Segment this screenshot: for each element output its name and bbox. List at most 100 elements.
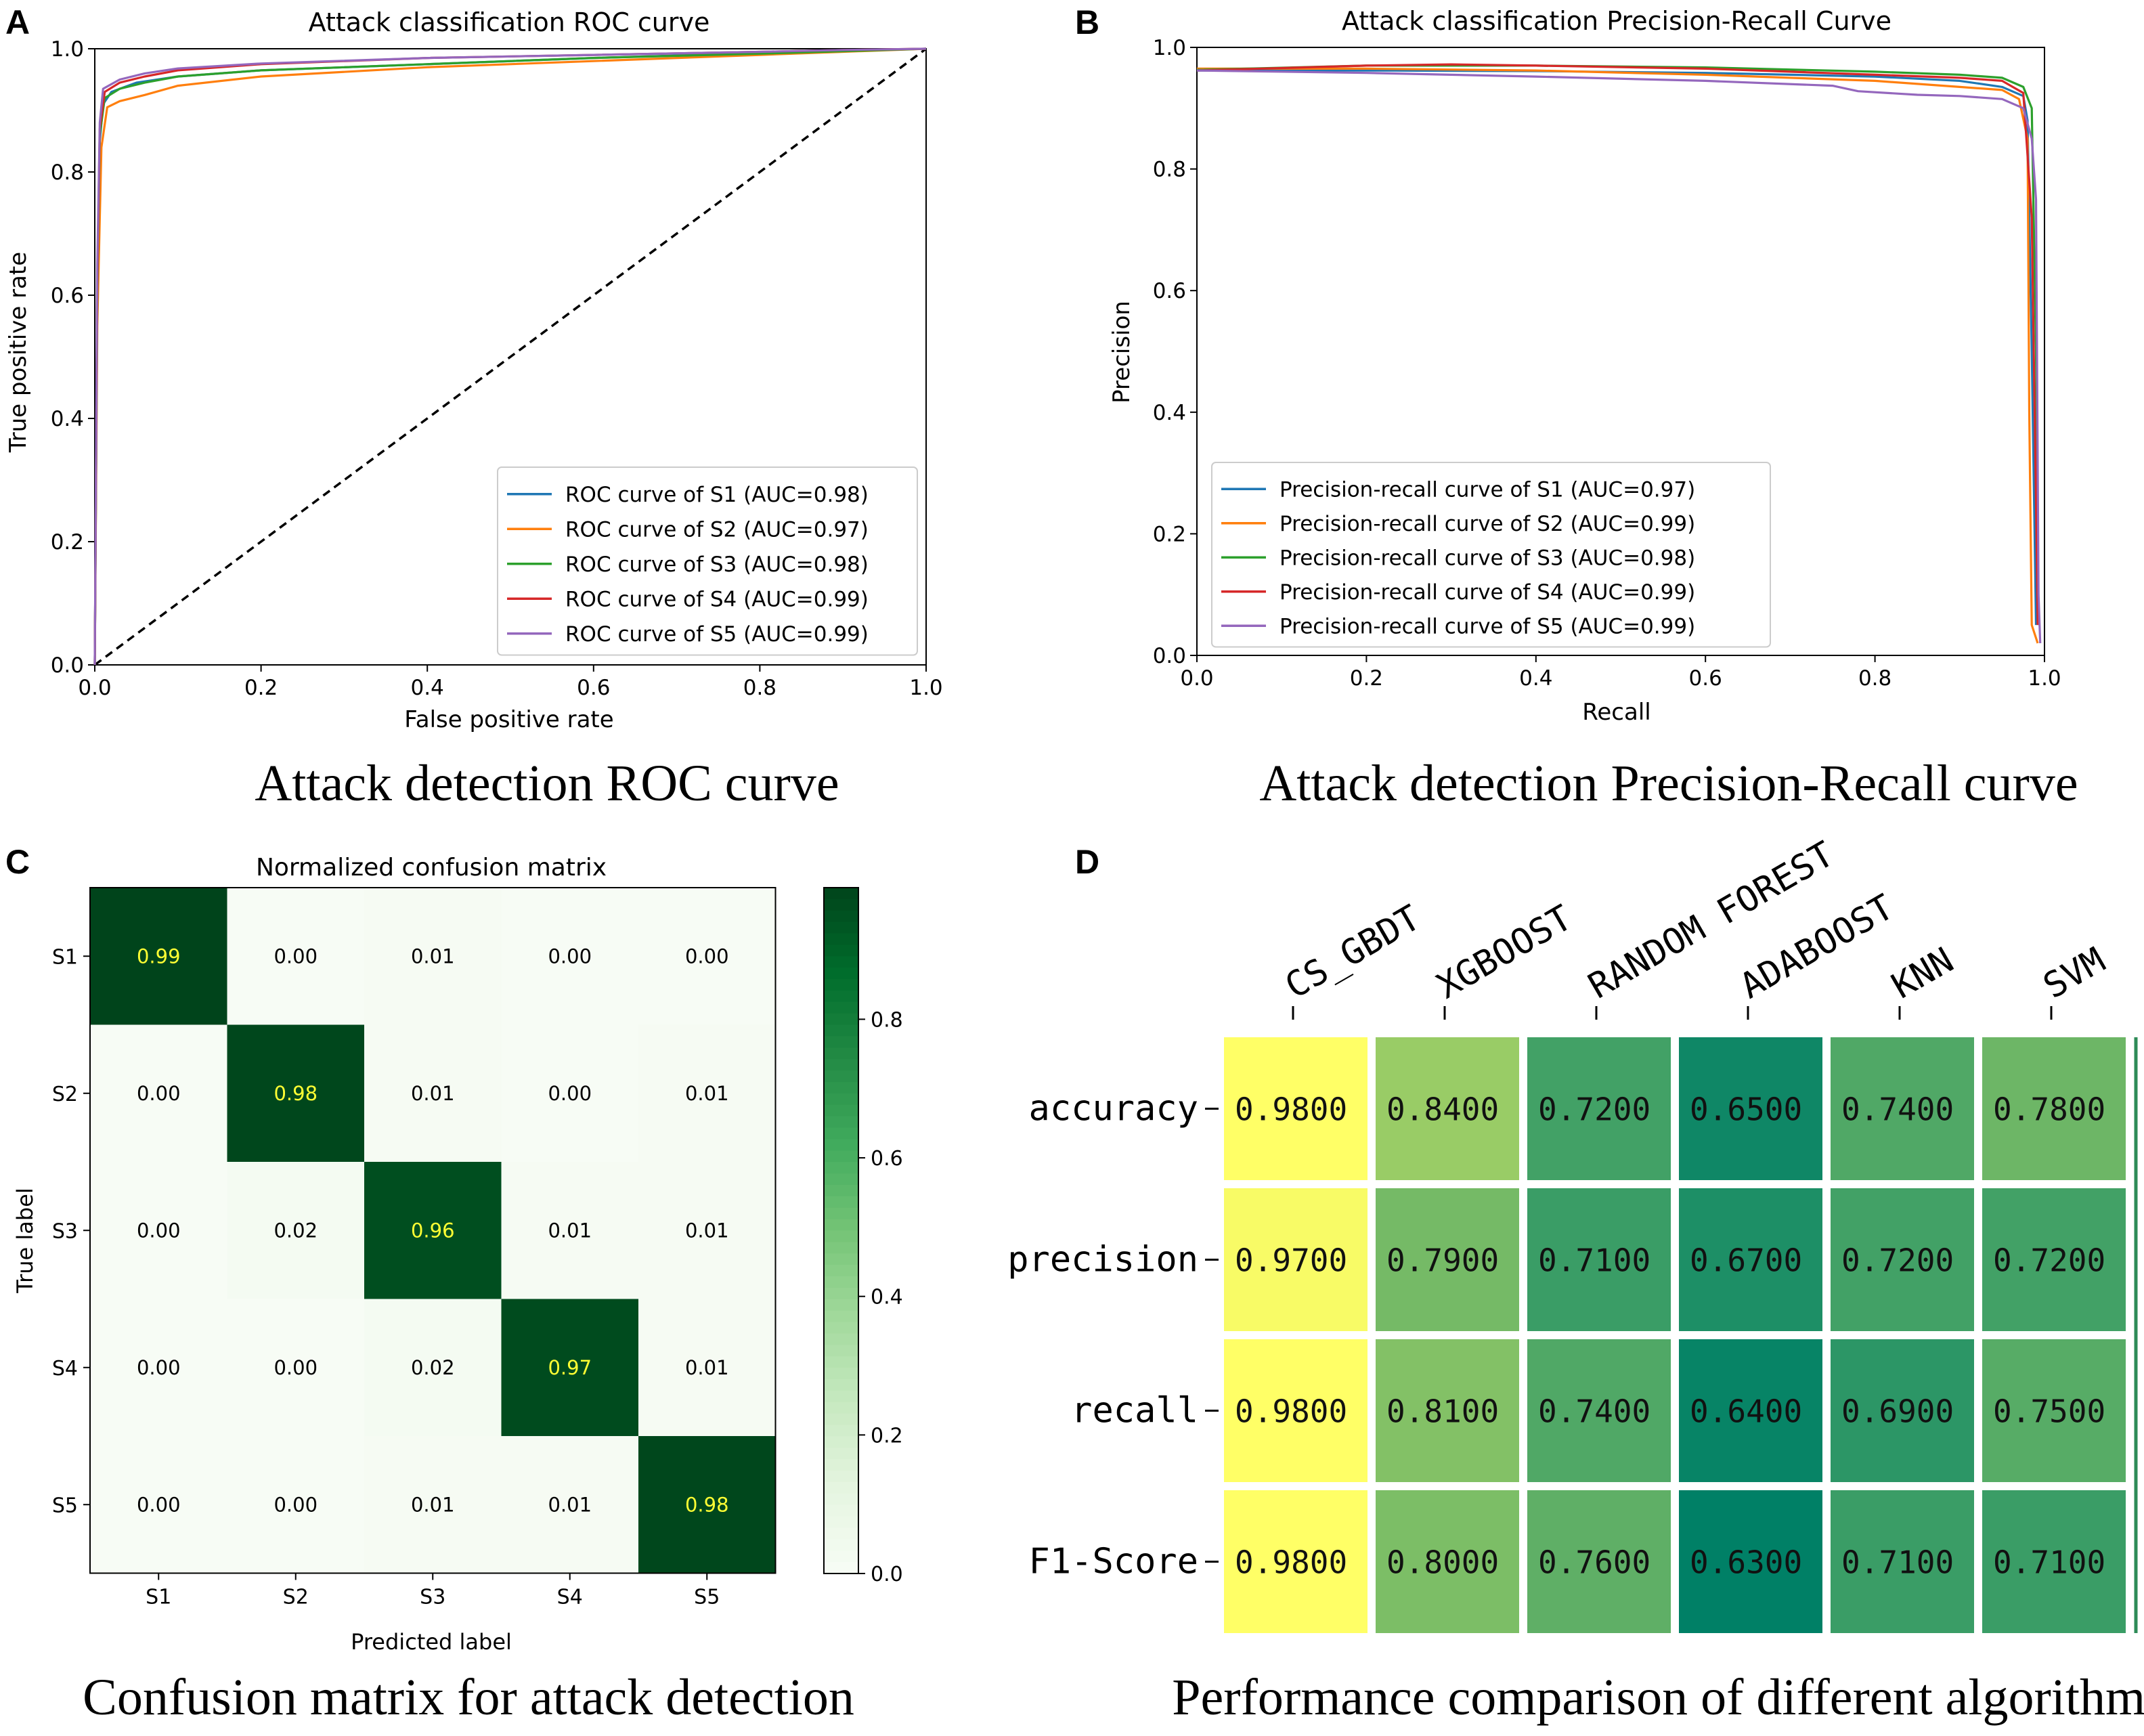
heatmap-cell-value: 0.7400 xyxy=(1538,1393,1650,1430)
cm-cell-value: 0.00 xyxy=(548,945,592,968)
pr-legend xyxy=(1211,462,1771,648)
heatmap-cell-value: 0.7200 xyxy=(1841,1242,1954,1279)
colorbar-segment xyxy=(824,1390,858,1403)
heatmap-cell xyxy=(1679,1490,1822,1633)
confusion-matrix: Normalized confusion matrix Predicted la… xyxy=(12,854,903,1655)
caption-a: Attack detection ROC curve xyxy=(255,755,839,812)
colorbar-segment xyxy=(824,1047,858,1060)
colorbar-segment xyxy=(824,1024,858,1037)
colorbar-segment xyxy=(824,1413,858,1426)
cm-x-tick-label: S4 xyxy=(557,1586,583,1609)
cm-y-tick-label: S1 xyxy=(52,945,78,969)
pr-series-s5 xyxy=(1196,69,2042,644)
colorbar-segment xyxy=(824,1001,858,1014)
colorbar-tick-label: 0.2 xyxy=(871,1424,903,1448)
cm-cell xyxy=(638,1436,776,1574)
cm-ylabel: True label xyxy=(12,1188,38,1294)
cm-cell xyxy=(227,888,364,1025)
panel-letter-a: A xyxy=(5,3,30,41)
heatmap-cell-value: 0.6300 xyxy=(1690,1544,1802,1581)
roc-series-s5 xyxy=(93,47,927,666)
colorbar-segment xyxy=(824,1356,858,1369)
heatmap-cell xyxy=(1982,1188,2126,1331)
cm-cell xyxy=(90,1024,227,1162)
cm-cell xyxy=(364,1162,502,1299)
heatmap-cell-value: 0.6700 xyxy=(1690,1242,1802,1279)
colorbar-segment xyxy=(824,956,858,969)
heatmap-col-label: SVM xyxy=(2037,940,2112,1007)
heatmap-cell-value: 0.8000 xyxy=(1386,1544,1499,1581)
colorbar-segment xyxy=(824,1173,858,1186)
heatmap-cell xyxy=(1982,1339,2126,1482)
heatmap-cell xyxy=(1831,1188,1974,1331)
heatmap-cell xyxy=(1224,1188,1368,1331)
cm-xlabel: Predicted label xyxy=(351,1629,512,1655)
roc-legend-label-s4: ROC curve of S4 (AUC=0.99) xyxy=(565,587,869,611)
heatmap-cell xyxy=(1376,1339,1519,1482)
cm-cell-value: 0.01 xyxy=(685,1082,729,1105)
pr-series-s2 xyxy=(1197,67,2039,644)
cm-cell xyxy=(638,1024,776,1162)
panel-letter-d: D xyxy=(1075,843,1099,881)
colorbar-tick-label: 0.4 xyxy=(871,1286,903,1309)
x-tick-label: 1.0 xyxy=(2028,666,2061,691)
colorbar-segment xyxy=(824,933,858,946)
x-tick-label: 0.0 xyxy=(78,676,111,700)
colorbar-segment xyxy=(824,1493,858,1506)
y-tick-label: 0.2 xyxy=(51,530,84,555)
heatmap-cell xyxy=(1224,1490,1368,1633)
cm-y-tick-label: S2 xyxy=(52,1083,78,1106)
cm-cell xyxy=(501,1024,638,1162)
y-tick-label: 1.0 xyxy=(51,37,84,62)
heatmap-cell-value: 0.8100 xyxy=(1386,1393,1499,1430)
cm-cell-value: 0.96 xyxy=(411,1219,455,1242)
performance-heatmap: 0.9800 0.8400 0.7200 0.6500 0.7400 0.7800 0.97… xyxy=(1007,834,2138,1633)
cm-x-tick-label: S1 xyxy=(146,1586,171,1609)
cm-cell xyxy=(638,1162,776,1299)
y-tick-label: 0.6 xyxy=(51,284,84,308)
caption-b: Attack detection Precision-Recall curve xyxy=(1259,755,2078,812)
cm-cell xyxy=(501,1436,638,1574)
heatmap-cell xyxy=(1831,1339,1974,1482)
roc-chance-diagonal xyxy=(93,47,927,666)
colorbar-segment xyxy=(824,1230,858,1243)
heatmap-cell xyxy=(1376,1188,1519,1331)
heatmap-cell xyxy=(1527,1188,1671,1331)
heatmap-cell-value: 0.9800 xyxy=(1235,1393,1347,1430)
heatmap-col-label: CS_GBDT xyxy=(1279,898,1428,1007)
cm-x-tick-label: S3 xyxy=(420,1586,445,1609)
y-tick-label: 0.4 xyxy=(1153,401,1186,425)
roc-ylabel: True positive rate xyxy=(5,252,32,453)
colorbar-segment xyxy=(824,1287,858,1300)
colorbar-segment xyxy=(824,898,858,911)
x-tick-label: 0.6 xyxy=(577,676,610,700)
pr-xlabel: Recall xyxy=(1582,699,1650,726)
colorbar-segment xyxy=(824,1527,858,1540)
colorbar-segment xyxy=(824,1059,858,1072)
colorbar-segment xyxy=(824,1139,858,1152)
cm-cell xyxy=(90,1436,227,1574)
roc-series-s2 xyxy=(93,47,927,666)
x-tick-label: 1.0 xyxy=(909,676,942,700)
pr-chart: Attack classification Precision-Recall C… xyxy=(1108,6,2061,726)
cm-cell xyxy=(227,1162,364,1299)
pr-legend-label-s3: Precision-recall curve of S3 (AUC=0.98) xyxy=(1279,546,1695,570)
heatmap-cell-value: 0.6900 xyxy=(1841,1393,1954,1430)
colorbar-segment xyxy=(824,1516,858,1529)
roc-xlabel: False positive rate xyxy=(404,706,613,733)
cm-y-tick-label: S3 xyxy=(52,1219,78,1243)
colorbar-segment xyxy=(824,1207,858,1220)
pr-legend-label-s5: Precision-recall curve of S5 (AUC=0.99) xyxy=(1279,614,1695,638)
colorbar-segment xyxy=(824,1425,858,1437)
cm-title: Normalized confusion matrix xyxy=(256,854,607,882)
heatmap-cell xyxy=(1831,1037,1974,1180)
heatmap-cell-value: 0.8400 xyxy=(1386,1091,1499,1128)
colorbar-segment xyxy=(824,910,858,923)
heatmap-cell xyxy=(1982,1490,2126,1633)
cm-cell xyxy=(90,888,227,1025)
roc-legend-label-s3: ROC curve of S3 (AUC=0.98) xyxy=(565,552,869,577)
cm-cell-value: 0.01 xyxy=(548,1219,592,1242)
cm-cell-value: 0.00 xyxy=(685,945,729,968)
cm-cell xyxy=(638,1299,776,1436)
